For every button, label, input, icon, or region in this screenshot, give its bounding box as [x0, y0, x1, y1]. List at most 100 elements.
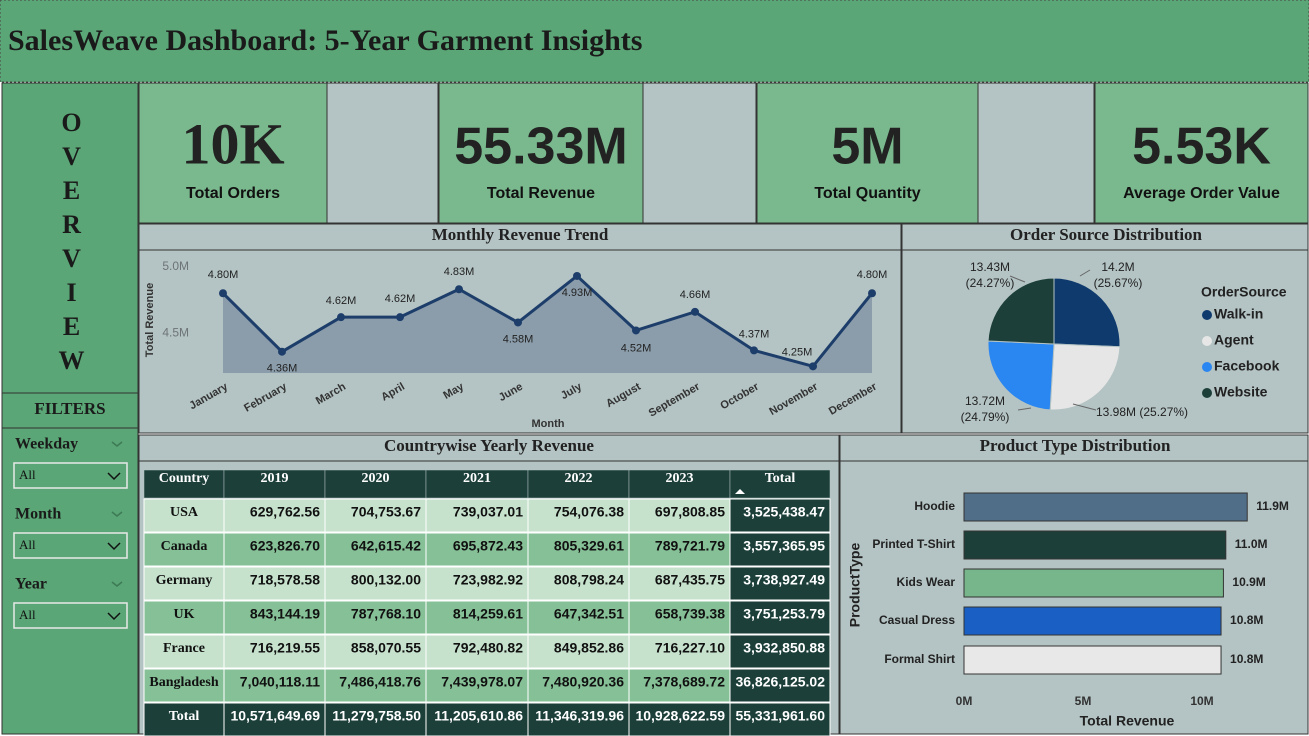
filter-dropdown[interactable] [13, 462, 128, 489]
filter-dropdown[interactable] [13, 532, 128, 559]
row-header: France [163, 641, 205, 656]
data-label: 13.98M (25.27%) [1096, 405, 1188, 419]
y-tick-label: Hoodie [914, 499, 955, 513]
y-tick-label: Printed T-Shirt [872, 537, 955, 551]
table-cell [628, 498, 731, 533]
kpi-row: 10K Total Orders 55.33M Total Revenue 5M Tota… [138, 82, 1309, 224]
legend-label: Website [1214, 384, 1268, 400]
row-header: USA [170, 505, 199, 520]
chart-title: Product Type Distribution [980, 436, 1171, 455]
filters: Weekday All Month All Year All [13, 436, 128, 629]
point [396, 313, 404, 322]
point [278, 347, 286, 356]
cell-value: 849,852.86 [554, 640, 624, 656]
bar [963, 492, 1248, 522]
cell-value: 642,615.42 [351, 538, 421, 554]
table-cell [527, 668, 630, 703]
kpi-gap [642, 82, 757, 224]
filter-label: Month [15, 506, 61, 523]
point [337, 313, 345, 322]
data-label: 13.72M (24.79%) [961, 394, 1010, 424]
table-cell [527, 600, 630, 635]
filter-selected: All [19, 607, 36, 622]
column-header: Total [765, 471, 796, 486]
filter-selected: All [19, 467, 36, 482]
cell-value: 7,480,920.36 [542, 674, 624, 690]
table-cell [425, 634, 529, 669]
data-label: 10.8M [1230, 613, 1263, 627]
column-header: 2022 [565, 471, 593, 486]
table-cell [223, 634, 326, 669]
table-cell [527, 498, 630, 533]
table-cell [143, 498, 225, 533]
cell-value: 623,826.70 [250, 538, 320, 554]
kpi-value: 10K [181, 111, 284, 176]
table-cell [223, 498, 326, 533]
chart-title: Order Source Distribution [1010, 225, 1203, 244]
cell-value: 7,439,978.07 [441, 674, 523, 690]
point [514, 318, 522, 327]
bar [963, 645, 1222, 675]
cell-value: 647,342.51 [554, 606, 624, 622]
cell-value: 7,378,689.72 [643, 674, 725, 690]
filter-label: Weekday [15, 436, 78, 453]
point [573, 271, 581, 280]
chart-title: Monthly Revenue Trend [432, 225, 609, 244]
y-axis-title: ProductType [847, 543, 863, 628]
cell-value: 11,205,610.86 [434, 708, 523, 724]
header-cell [143, 469, 225, 499]
table-cell [729, 702, 831, 736]
data-label: 4.80M [857, 269, 888, 281]
filter-selected: All [19, 537, 36, 552]
cell-value: 718,578.58 [250, 572, 320, 588]
point [750, 346, 758, 355]
cell-value: 7,486,418.76 [339, 674, 421, 690]
legend-label: Agent [1214, 332, 1254, 348]
x-tick-label: 10M [1190, 694, 1213, 708]
cell-value: 36,826,125.02 [735, 674, 825, 690]
table-cell [729, 634, 831, 669]
cell-value: 7,040,118.11 [240, 674, 320, 690]
table-cell [527, 566, 630, 601]
legend-title: OrderSource [1201, 284, 1287, 300]
legend-swatch [1202, 362, 1212, 372]
data-label: 4.83M [444, 266, 475, 278]
legend-swatch [1202, 310, 1212, 320]
row-header: Total [169, 709, 200, 724]
data-label: 11.0M [1235, 537, 1268, 551]
cell-value: 754,076.38 [554, 504, 624, 520]
table-cell [628, 600, 731, 635]
data-label: 11.9M [1256, 499, 1289, 513]
cell-value: 808,798.24 [554, 572, 624, 588]
kpi-card [1094, 82, 1309, 224]
filter-chevron [111, 581, 123, 587]
filter-dropdown[interactable] [13, 602, 128, 629]
column-header: 2019 [261, 471, 289, 486]
cell-value: 858,070.55 [351, 640, 421, 656]
cell-value: 695,872.43 [453, 538, 523, 554]
y-axis-title: Total Revenue [144, 283, 156, 357]
table-cell [425, 566, 529, 601]
sidebar-bg [1, 82, 139, 394]
cell-value: 55,331,961.60 [735, 708, 825, 724]
table-cell [628, 566, 731, 601]
cell-value: 629,762.56 [250, 504, 320, 520]
kpi-value: 5.53K [1132, 118, 1271, 176]
table-cell [223, 532, 326, 567]
table-cell [729, 566, 831, 601]
cell-value: 789,721.79 [655, 538, 725, 554]
dropdown-chevron [107, 472, 121, 481]
dropdown-chevron [107, 542, 121, 551]
header-cell [425, 469, 529, 499]
kpi-value: 5M [831, 118, 903, 176]
cell-value: 11,279,758.50 [332, 708, 421, 724]
table-cell [628, 668, 731, 703]
data-label: 4.36M [267, 363, 298, 375]
table-cell [729, 498, 831, 533]
leader-line [1072, 403, 1097, 411]
row-header: UK [174, 607, 195, 622]
point [809, 362, 817, 371]
y-tick-label: 5.0M [162, 259, 189, 273]
pie-slice [1053, 277, 1121, 348]
